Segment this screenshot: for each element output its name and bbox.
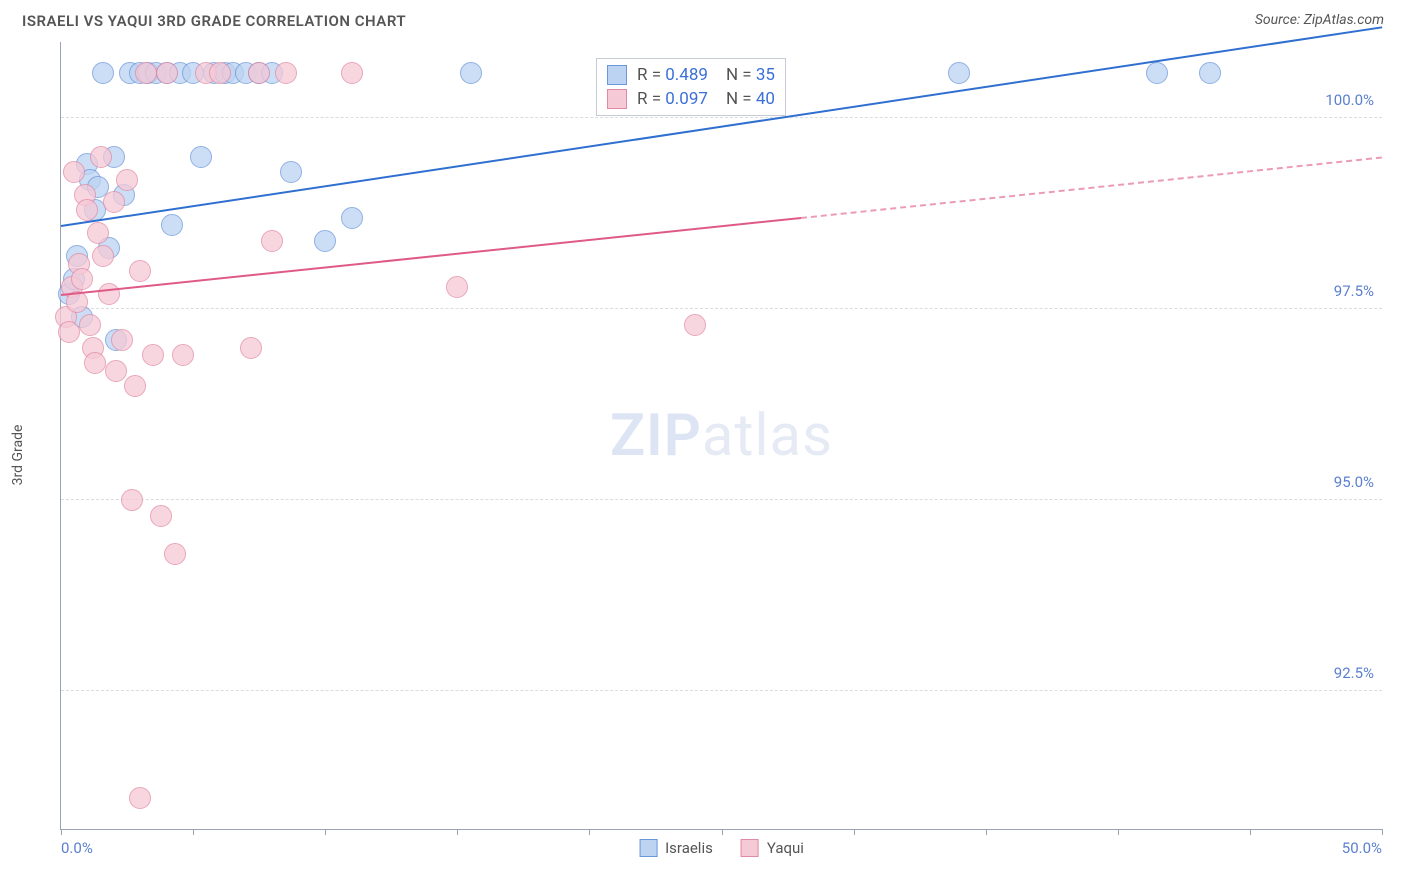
- data-point: [92, 62, 114, 84]
- chart-title: ISRAELI VS YAQUI 3RD GRADE CORRELATION C…: [22, 12, 406, 30]
- r-label: R = 0.097: [637, 89, 708, 109]
- x-tick: [61, 829, 62, 835]
- x-tick: [986, 829, 987, 835]
- data-point: [156, 62, 178, 84]
- data-point: [446, 276, 468, 298]
- data-point: [314, 230, 336, 252]
- data-point: [164, 543, 186, 565]
- data-point: [90, 146, 112, 168]
- y-tick-label: 95.0%: [1334, 473, 1374, 491]
- y-tick-label: 100.0%: [1325, 91, 1374, 109]
- data-point: [1146, 62, 1168, 84]
- data-point: [684, 314, 706, 336]
- trend-line: [801, 157, 1382, 220]
- legend-item: Israelis: [639, 839, 713, 857]
- y-tick-label: 97.5%: [1334, 282, 1374, 300]
- data-point: [129, 787, 151, 809]
- data-point: [341, 62, 363, 84]
- data-point: [460, 62, 482, 84]
- x-tick: [325, 829, 326, 835]
- data-point: [84, 352, 106, 374]
- x-tick: [457, 829, 458, 835]
- gridline: [61, 308, 1382, 309]
- legend-label: Yaqui: [767, 839, 804, 857]
- data-point: [240, 337, 262, 359]
- data-point: [1199, 62, 1221, 84]
- x-tick: [722, 829, 723, 835]
- data-point: [63, 161, 85, 183]
- data-point: [111, 329, 133, 351]
- data-point: [105, 360, 127, 382]
- data-point: [129, 260, 151, 282]
- legend-swatch: [639, 839, 657, 857]
- x-tick: [1118, 829, 1119, 835]
- data-point: [275, 62, 297, 84]
- x-tick-label: 0.0%: [61, 839, 93, 857]
- n-label: N = 35: [726, 65, 775, 85]
- legend-swatch: [741, 839, 759, 857]
- data-point: [150, 505, 172, 527]
- data-point: [261, 230, 283, 252]
- x-tick: [193, 829, 194, 835]
- data-point: [92, 245, 114, 267]
- x-tick: [589, 829, 590, 835]
- legend-item: Yaqui: [741, 839, 804, 857]
- legend-row: R = 0.097 N = 40: [607, 87, 775, 111]
- data-point: [248, 62, 270, 84]
- gridline: [61, 690, 1382, 691]
- legend-swatch: [607, 89, 627, 109]
- data-point: [98, 283, 120, 305]
- source-label: Source: ZipAtlas.com: [1255, 12, 1384, 28]
- x-tick: [1382, 829, 1383, 835]
- chart-container: 3rd Grade ZIPatlas 92.5%95.0%97.5%100.0%…: [24, 42, 1382, 868]
- data-point: [87, 222, 109, 244]
- gridline: [61, 117, 1382, 118]
- data-point: [209, 62, 231, 84]
- watermark: ZIPatlas: [610, 402, 833, 470]
- r-label: R = 0.489: [637, 65, 708, 85]
- x-tick: [854, 829, 855, 835]
- data-point: [103, 191, 125, 213]
- y-tick-label: 92.5%: [1334, 664, 1374, 682]
- gridline: [61, 499, 1382, 500]
- data-point: [124, 375, 146, 397]
- data-point: [341, 207, 363, 229]
- data-point: [161, 214, 183, 236]
- data-point: [58, 321, 80, 343]
- plot-area: ZIPatlas 92.5%95.0%97.5%100.0%0.0%50.0%R…: [60, 42, 1382, 830]
- data-point: [71, 268, 93, 290]
- legend-label: Israelis: [665, 839, 713, 857]
- data-point: [121, 489, 143, 511]
- n-label: N = 40: [726, 89, 775, 109]
- data-point: [135, 62, 157, 84]
- data-point: [190, 146, 212, 168]
- data-point: [116, 169, 138, 191]
- data-point: [172, 344, 194, 366]
- x-tick-label: 50.0%: [1342, 839, 1382, 857]
- legend-swatch: [607, 65, 627, 85]
- correlation-legend: R = 0.489 N = 35 R = 0.097 N = 40: [596, 58, 786, 116]
- data-point: [79, 314, 101, 336]
- series-legend: Israelis Yaqui: [639, 839, 804, 857]
- data-point: [76, 199, 98, 221]
- data-point: [280, 161, 302, 183]
- x-tick: [1250, 829, 1251, 835]
- y-axis-label: 3rd Grade: [10, 425, 26, 486]
- legend-row: R = 0.489 N = 35: [607, 63, 775, 87]
- data-point: [142, 344, 164, 366]
- data-point: [948, 62, 970, 84]
